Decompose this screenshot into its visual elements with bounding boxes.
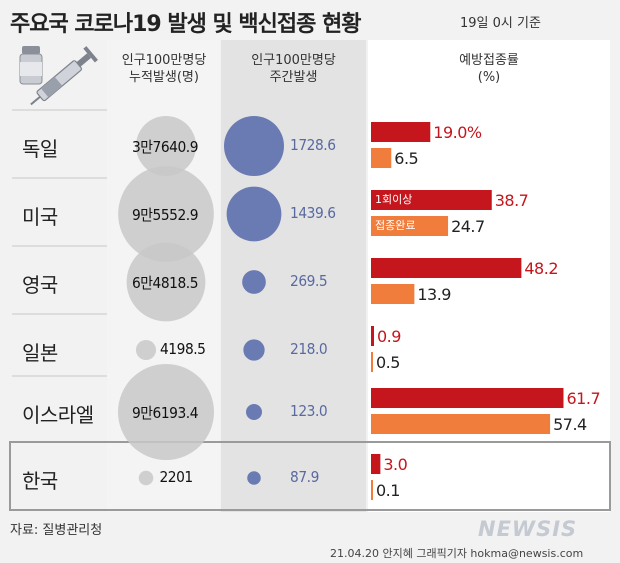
cumulative-bubble bbox=[135, 339, 157, 361]
weekly-bubble bbox=[243, 339, 265, 361]
weekly-bubble bbox=[224, 116, 284, 176]
country-label: 영국 bbox=[22, 273, 58, 297]
legend-tag-first-dose: 1회이상 bbox=[375, 193, 413, 206]
first-dose-bar bbox=[371, 326, 374, 346]
cumulative-bubble bbox=[135, 115, 197, 177]
full-dose-bar bbox=[371, 352, 373, 372]
weekly-bubble bbox=[242, 270, 266, 294]
vial-label bbox=[20, 62, 42, 76]
weekly-bubble bbox=[247, 471, 261, 485]
first-dose-bar bbox=[371, 258, 522, 278]
credit-note: 21.04.20 안지혜 그래픽기자 hokma@newsis.com bbox=[330, 547, 584, 560]
weekly-bubble bbox=[226, 186, 282, 242]
header-weekly: 인구100만명당 주간발생 bbox=[251, 53, 336, 85]
newsis-logo: NEWSIS bbox=[478, 517, 578, 541]
full-dose-bar bbox=[371, 216, 449, 236]
first-dose-value-label: 0.9 bbox=[377, 327, 401, 346]
full-dose-value-label: 0.5 bbox=[376, 353, 400, 372]
country-label: 미국 bbox=[22, 205, 58, 229]
full-dose-value-label: 0.1 bbox=[376, 481, 400, 500]
cumulative-bubble bbox=[118, 166, 214, 262]
cumulative-value-label: 4198.5 bbox=[159, 340, 206, 358]
weekly-bubble bbox=[245, 403, 263, 421]
syringe-part bbox=[36, 60, 83, 102]
first-dose-value-label: 38.7 bbox=[494, 191, 529, 210]
title-text: 주요국 코로나19 발생 및 백신접종 현황 bbox=[10, 12, 362, 37]
full-dose-value-label: 24.7 bbox=[451, 217, 485, 236]
cumulative-bubble bbox=[138, 470, 154, 486]
full-dose-value-label: 57.4 bbox=[553, 415, 587, 434]
syringe-part bbox=[83, 46, 98, 63]
first-dose-value-label: 19.0% bbox=[433, 123, 482, 142]
full-dose-value-label: 6.5 bbox=[394, 149, 419, 168]
cumulative-bubble bbox=[118, 364, 214, 460]
vial-cap bbox=[22, 46, 40, 54]
syringe-icon bbox=[30, 46, 98, 106]
cumulative-value-label: 9만6193.4 bbox=[131, 404, 199, 422]
first-dose-value-label: 61.7 bbox=[566, 389, 601, 408]
cumulative-bubble bbox=[126, 242, 206, 322]
syringe-part bbox=[30, 95, 41, 106]
country-label: 일본 bbox=[22, 341, 58, 365]
cumulative-value-label: 9만5552.9 bbox=[131, 206, 199, 224]
full-dose-value-label: 13.9 bbox=[417, 285, 451, 304]
full-dose-bar bbox=[371, 414, 551, 434]
full-dose-bar bbox=[371, 148, 392, 168]
country-label: 이스라엘 bbox=[22, 403, 94, 427]
header-vaccination: 예방접종률 (%) bbox=[459, 53, 519, 85]
syringe-part bbox=[76, 53, 92, 67]
first-dose-value-label: 3.0 bbox=[383, 455, 408, 474]
cumulative-value-label: 2201 bbox=[159, 468, 193, 486]
country-label: 한국 bbox=[22, 469, 58, 493]
date-note: 19일 0시 기준 bbox=[460, 16, 541, 31]
weekly-value-label: 87.9 bbox=[290, 468, 319, 486]
full-dose-bar bbox=[371, 480, 373, 500]
country-label: 독일 bbox=[22, 137, 58, 161]
first-dose-value-label: 48.2 bbox=[524, 259, 558, 278]
first-dose-bar bbox=[371, 388, 564, 408]
legend-tag-full: 접종완료 bbox=[375, 219, 416, 232]
cumulative-value-label: 6만4818.5 bbox=[131, 274, 199, 292]
header-cumulative: 인구100만명당 누적발생(명) bbox=[121, 53, 207, 85]
first-dose-bar bbox=[371, 190, 492, 210]
full-dose-bar bbox=[371, 284, 415, 304]
weekly-value-label: 1728.6 bbox=[290, 136, 336, 154]
weekly-value-label: 123.0 bbox=[290, 402, 328, 420]
korea-highlight-frame bbox=[9, 441, 611, 511]
weekly-value-label: 218.0 bbox=[290, 340, 328, 358]
cumulative-value-label: 3만7640.9 bbox=[131, 138, 199, 156]
chart-title: 주요국 코로나19 발생 및 백신접종 현황 bbox=[10, 6, 362, 38]
source-note: 자료: 질병관리청 bbox=[10, 523, 103, 538]
weekly-value-label: 269.5 bbox=[290, 272, 328, 290]
first-dose-bar bbox=[371, 122, 431, 142]
weekly-value-label: 1439.6 bbox=[290, 204, 336, 222]
first-dose-bar bbox=[371, 454, 381, 474]
syringe-part bbox=[40, 76, 63, 98]
